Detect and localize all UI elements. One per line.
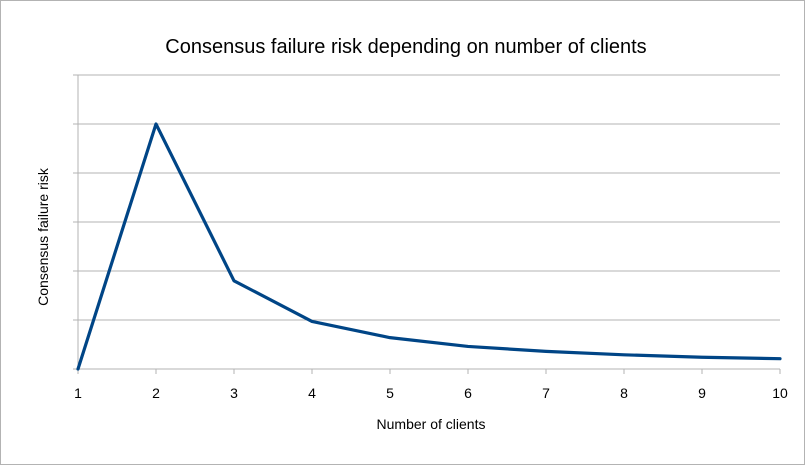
x-tick-label: 9 xyxy=(698,385,706,401)
x-tick-label: 5 xyxy=(386,385,394,401)
y-axis-label: Consensus failure risk xyxy=(35,167,51,306)
x-tick-labels: 1 2 3 4 5 6 7 8 9 10 xyxy=(74,385,788,401)
x-tick-label: 3 xyxy=(230,385,238,401)
x-tick-label: 6 xyxy=(464,385,472,401)
gridlines xyxy=(78,74,780,321)
x-tick-label: 7 xyxy=(542,385,550,401)
axes xyxy=(73,74,781,374)
data-series xyxy=(76,122,782,371)
x-tick-label: 2 xyxy=(152,385,160,401)
series-line xyxy=(76,122,782,371)
x-tick-label: 8 xyxy=(620,385,628,401)
chart-title: Consensus failure risk depending on numb… xyxy=(165,36,646,58)
x-tick-label: 10 xyxy=(772,385,788,401)
x-axis-label: Number of clients xyxy=(377,416,486,432)
x-tick-label: 4 xyxy=(308,385,316,401)
x-tick-label: 1 xyxy=(74,385,82,401)
